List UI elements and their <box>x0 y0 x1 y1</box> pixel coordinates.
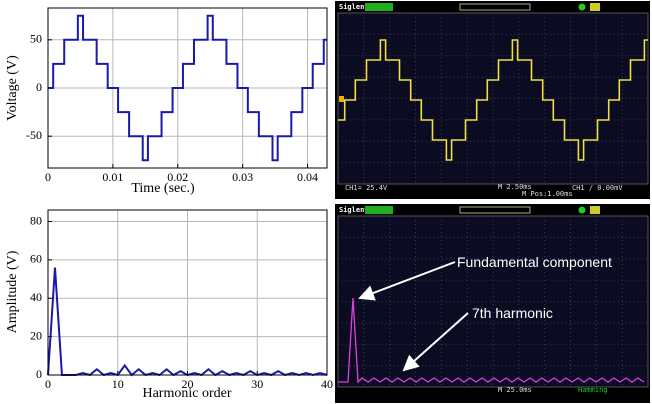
scope-screen <box>338 216 648 387</box>
y-tick-label: 80 <box>30 213 42 227</box>
y-tick-label: 40 <box>30 290 42 304</box>
scope-status: M 25.0ms <box>498 386 532 394</box>
x-tick-label: 20 <box>182 377 194 391</box>
x-tick-label: 0 <box>45 170 51 184</box>
y-tick-label: 60 <box>30 252 42 266</box>
x-tick-label: 0.02 <box>167 170 188 184</box>
scope-badge <box>365 206 393 214</box>
y-axis-label: Amplitude (V) <box>5 250 20 333</box>
scope-brand: Siglent <box>339 3 369 11</box>
scope-status: CH1= 25.4V <box>345 184 388 192</box>
x-tick-label: 10 <box>112 377 124 391</box>
x-tick-label: 0.03 <box>232 170 253 184</box>
annotation: Fundamental component <box>457 254 612 270</box>
scope-icon <box>579 207 586 214</box>
scope-icon <box>590 206 600 214</box>
x-tick-label: 0.01 <box>102 170 123 184</box>
scope-status: CH1 / 0.00mV <box>572 184 623 192</box>
scope-badge <box>365 3 393 11</box>
y-tick-label: 20 <box>30 328 42 342</box>
figure: Time (sec.) Voltage (V) 00.010.020.030.0… <box>0 0 652 404</box>
y-tick-label: 0 <box>36 367 42 381</box>
x-tick-label: 30 <box>251 377 263 391</box>
x-tick-label: 0 <box>45 377 51 391</box>
scope-icon <box>590 3 600 11</box>
scope-marker <box>339 96 344 102</box>
scope-status: Hamming <box>578 386 608 394</box>
scope-status: M Pos:1.00ms <box>522 190 573 198</box>
annotation: 7th harmonic <box>472 305 553 321</box>
scope-icon <box>579 4 586 11</box>
y-tick-label: 0 <box>36 80 42 94</box>
scope-screen <box>338 13 648 184</box>
y-tick-label: -50 <box>26 128 42 142</box>
scope-brand: Siglent <box>339 206 369 214</box>
y-tick-label: 50 <box>30 32 42 46</box>
page: {"chart_data": [ {"type": "line", "xlabe… <box>0 0 652 404</box>
oscilloscope-bottom: Siglent Fundamental component 7th harmon… <box>335 204 650 403</box>
y-axis-label: Voltage (V) <box>5 55 20 121</box>
x-tick-label: 40 <box>321 377 333 391</box>
x-tick-label: 0.04 <box>297 170 318 184</box>
